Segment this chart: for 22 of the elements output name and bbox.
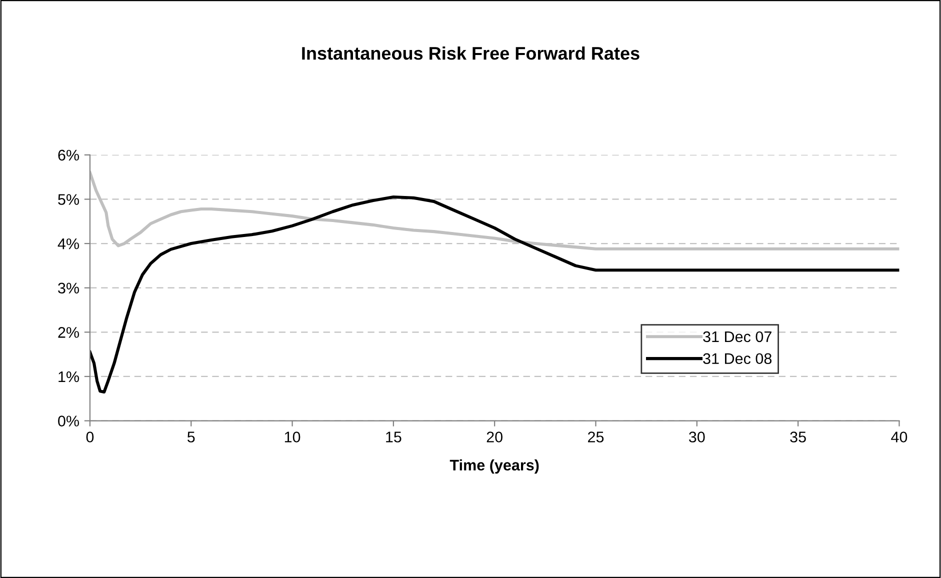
x-tick-label: 15 bbox=[386, 432, 402, 442]
x-tick-label: 20 bbox=[486, 432, 502, 442]
chart-title: Instantaneous Risk Free Forward Rates bbox=[302, 46, 640, 60]
line-series bbox=[90, 195, 900, 394]
x-tick-label: 0 bbox=[86, 432, 94, 442]
y-tick-label: 3% bbox=[58, 282, 79, 294]
y-tick-label: 4% bbox=[58, 238, 79, 250]
x-tick-label: 25 bbox=[588, 432, 604, 442]
x-tick-label: 35 bbox=[790, 432, 806, 442]
x-tick-label: 40 bbox=[891, 432, 908, 442]
x-axis-title: Time (years) bbox=[450, 459, 539, 474]
legend-label: 31 Dec 07 bbox=[703, 331, 772, 342]
y-tick-label: 0% bbox=[58, 416, 79, 426]
x-tick-label: 10 bbox=[284, 432, 300, 442]
y-tick-label: 5% bbox=[58, 194, 79, 205]
y-tick-label: 2% bbox=[58, 327, 79, 338]
legend-label: 31 Dec 08 bbox=[703, 353, 772, 364]
x-tick-label: 5 bbox=[187, 432, 195, 442]
line-series bbox=[90, 171, 900, 250]
x-tick-label: 30 bbox=[688, 432, 705, 442]
y-tick-label: 1% bbox=[58, 371, 79, 382]
y-tick-label: 6% bbox=[58, 150, 79, 161]
